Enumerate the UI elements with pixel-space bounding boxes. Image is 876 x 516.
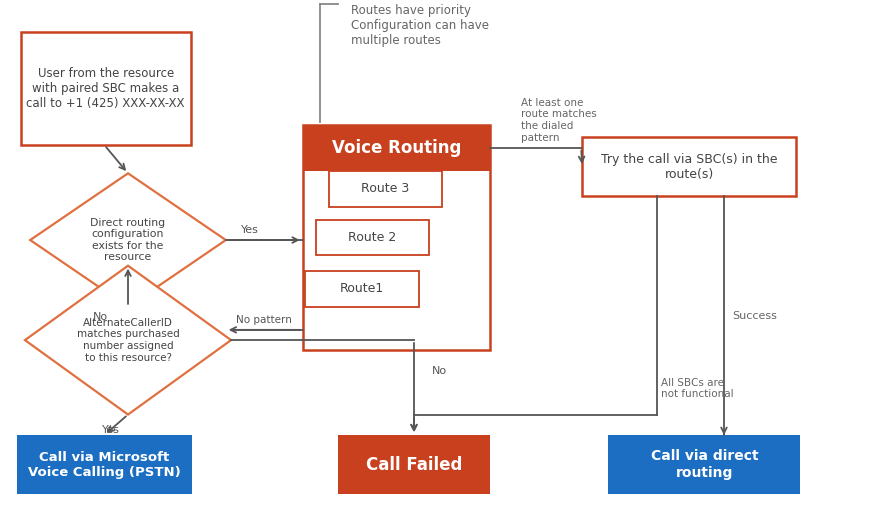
Text: All SBCs are
not functional: All SBCs are not functional [661, 378, 734, 399]
Bar [582, 137, 796, 197]
Text: Route1: Route1 [340, 282, 385, 295]
Text: AlternateCallerID
matches purchased
number assigned
to this resource?: AlternateCallerID matches purchased numb… [76, 318, 180, 363]
Text: Success: Success [732, 311, 778, 321]
Text: Yes: Yes [102, 425, 119, 435]
Bar [302, 124, 491, 171]
Text: No: No [93, 312, 109, 322]
Text: Voice Routing: Voice Routing [332, 139, 461, 157]
Text: No pattern: No pattern [237, 315, 293, 325]
Bar [18, 435, 192, 494]
Bar [302, 124, 491, 350]
Bar [337, 435, 491, 494]
Bar [328, 171, 442, 207]
Polygon shape [30, 173, 226, 307]
Text: Routes have priority
Configuration can have
multiple routes: Routes have priority Configuration can h… [350, 4, 489, 47]
Text: Try the call via SBC(s) in the
route(s): Try the call via SBC(s) in the route(s) [601, 153, 777, 181]
Text: At least one
route matches
the dialed
pattern: At least one route matches the dialed pa… [521, 98, 597, 142]
Bar [21, 32, 191, 145]
Text: Call via Microsoft
Voice Calling (PSTN): Call via Microsoft Voice Calling (PSTN) [28, 450, 180, 478]
Text: Route 3: Route 3 [362, 182, 410, 195]
Text: Call via direct
routing: Call via direct routing [651, 449, 758, 480]
Bar [315, 219, 429, 255]
Text: Route 2: Route 2 [349, 231, 397, 244]
Polygon shape [25, 266, 231, 414]
Text: Yes: Yes [241, 225, 259, 235]
Text: User from the resource
with paired SBC makes a
call to +1 (425) XXX-XX-XX: User from the resource with paired SBC m… [26, 67, 185, 110]
Text: No: No [432, 366, 447, 376]
Bar [608, 435, 801, 494]
Text: Direct routing
configuration
exists for the
resource: Direct routing configuration exists for … [90, 218, 166, 263]
Text: Call Failed: Call Failed [366, 456, 463, 474]
Bar [305, 271, 419, 307]
